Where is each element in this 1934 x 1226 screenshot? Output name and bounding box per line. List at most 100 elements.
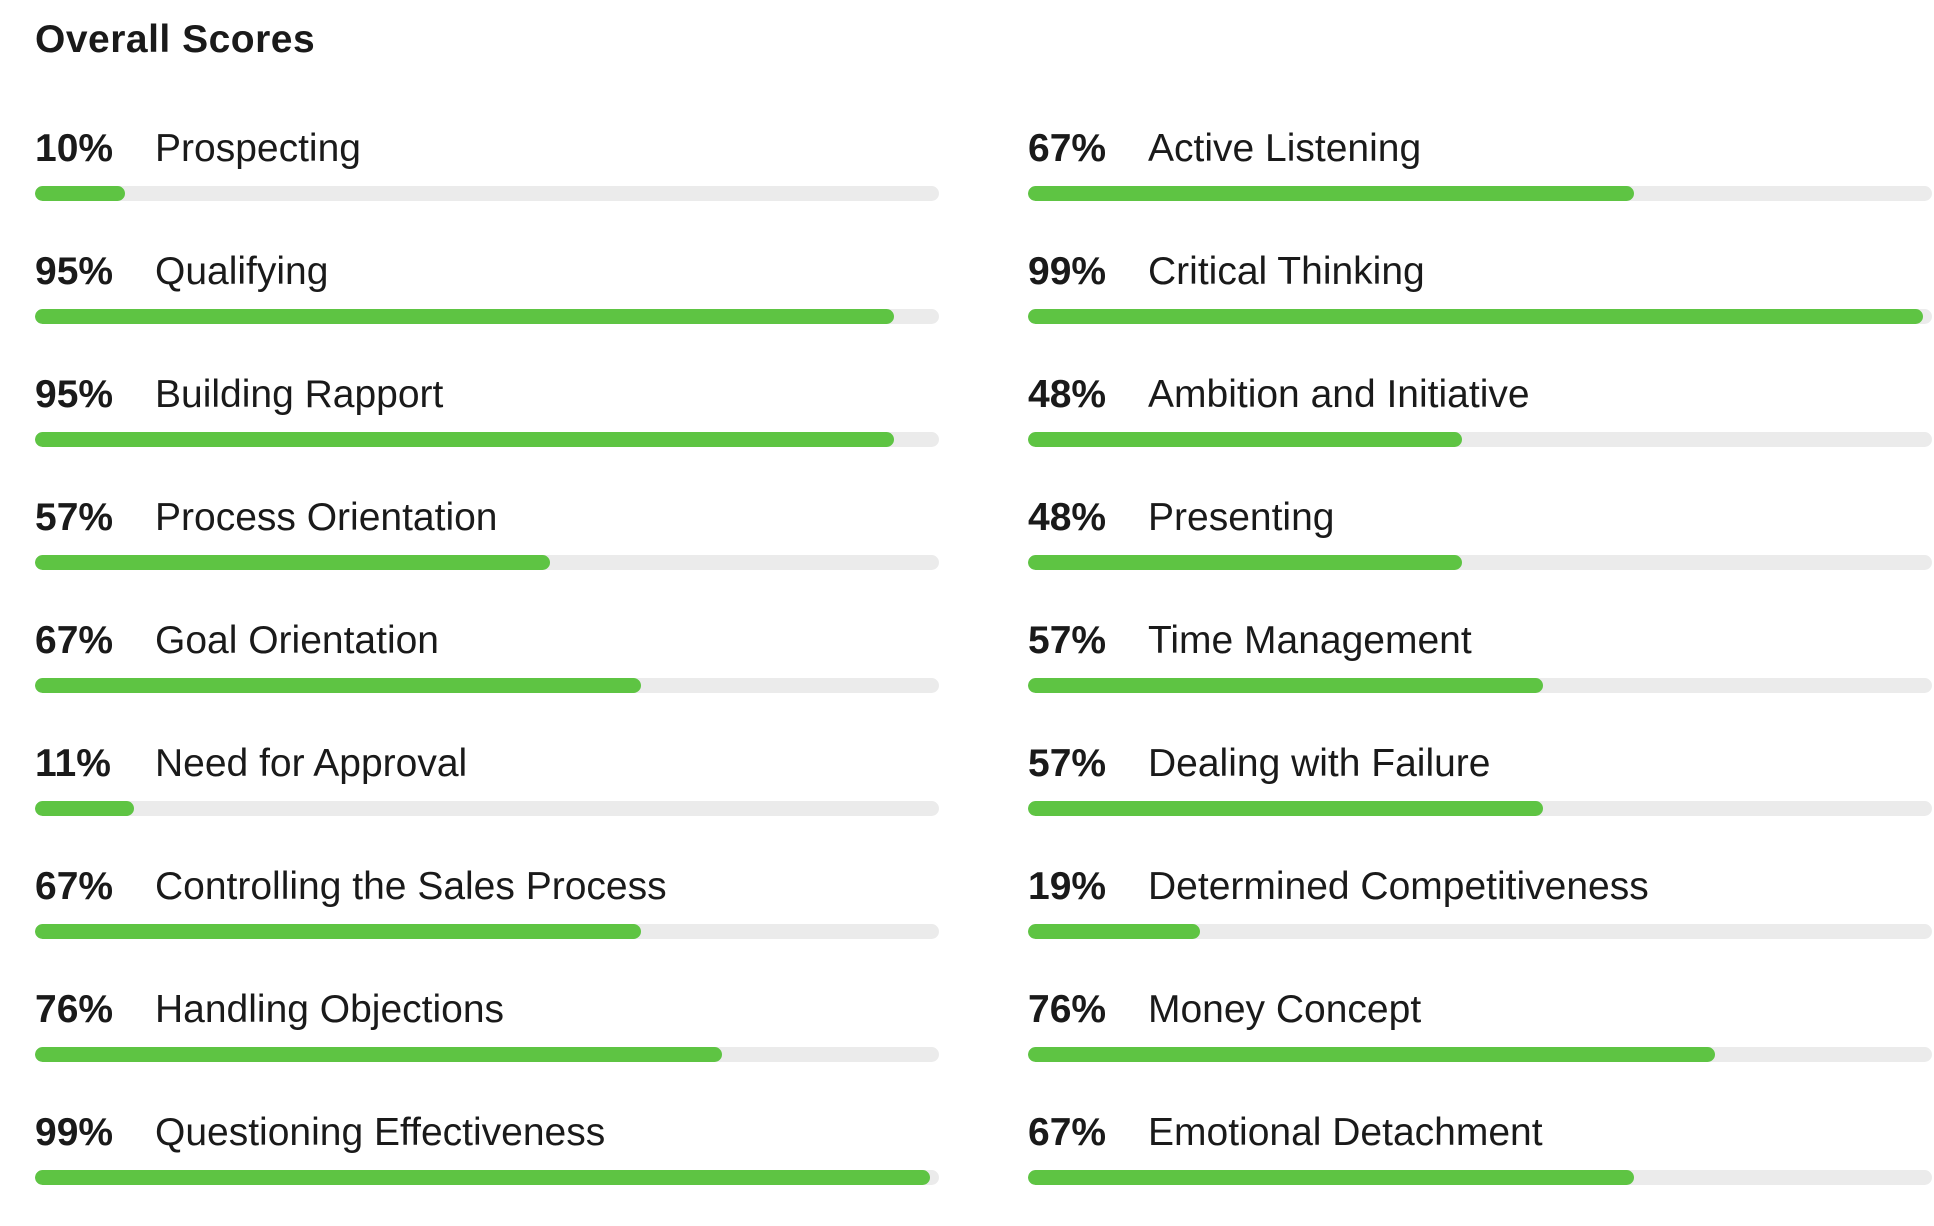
- score-item-critical-thinking: 99% Critical Thinking: [1028, 241, 1932, 364]
- page-title: Overall Scores: [35, 18, 316, 61]
- score-bar-track: [35, 1170, 939, 1185]
- score-header: 48% Presenting: [1028, 495, 1334, 541]
- score-header: 67% Active Listening: [1028, 126, 1421, 172]
- score-label: Presenting: [1148, 496, 1335, 539]
- score-label: Time Management: [1148, 619, 1472, 662]
- scores-grid: 10% Prospecting 67% Active Listening 95% Qual…: [35, 118, 1932, 1225]
- score-label: Dealing with Failure: [1148, 742, 1491, 785]
- score-item-money-concept: 76% Money Concept: [1028, 979, 1932, 1102]
- score-bar-track: [1028, 801, 1932, 816]
- score-percent: 11%: [35, 742, 111, 785]
- score-percent: 67%: [35, 865, 114, 908]
- score-header: 99% Critical Thinking: [1028, 249, 1425, 295]
- score-percent: 76%: [35, 988, 114, 1031]
- score-bar-fill: [35, 309, 894, 324]
- score-percent: 48%: [1028, 373, 1107, 416]
- score-label: Need for Approval: [155, 742, 468, 785]
- score-header: 95% Qualifying: [35, 249, 328, 295]
- score-item-ambition-and-initiative: 48% Ambition and Initiative: [1028, 364, 1932, 487]
- score-label: Controlling the Sales Process: [155, 865, 667, 908]
- score-header: 10% Prospecting: [35, 126, 361, 172]
- score-item-determined-competitiveness: 19% Determined Competitiveness: [1028, 856, 1932, 979]
- score-bar-track: [1028, 1047, 1932, 1062]
- score-item-presenting: 48% Presenting: [1028, 487, 1932, 610]
- score-percent: 67%: [1028, 127, 1107, 170]
- score-header: 19% Determined Competitiveness: [1028, 864, 1649, 910]
- score-bar-track: [1028, 555, 1932, 570]
- score-bar-fill: [1028, 432, 1462, 447]
- score-header: 67% Emotional Detachment: [1028, 1110, 1543, 1156]
- score-bar-fill: [1028, 309, 1923, 324]
- score-bar-fill: [35, 432, 894, 447]
- score-label: Prospecting: [155, 127, 361, 170]
- score-label: Goal Orientation: [155, 619, 439, 662]
- score-header: 67% Goal Orientation: [35, 618, 439, 664]
- score-bar-track: [35, 186, 939, 201]
- score-item-goal-orientation: 67% Goal Orientation: [35, 610, 939, 733]
- score-bar-fill: [35, 1170, 930, 1185]
- score-label: Qualifying: [155, 250, 329, 293]
- score-bar-fill: [1028, 1170, 1634, 1185]
- score-percent: 19%: [1028, 865, 1107, 908]
- score-bar-track: [35, 678, 939, 693]
- score-bar-fill: [1028, 801, 1544, 816]
- score-bar-track: [35, 432, 939, 447]
- score-item-time-management: 57% Time Management: [1028, 610, 1932, 733]
- score-label: Ambition and Initiative: [1148, 373, 1530, 416]
- score-header: 95% Building Rapport: [35, 372, 443, 418]
- score-percent: 48%: [1028, 496, 1107, 539]
- score-header: 76% Money Concept: [1028, 987, 1421, 1033]
- score-header: 11% Need for Approval: [35, 741, 467, 787]
- score-bar-fill: [35, 1047, 723, 1062]
- score-bar-fill: [1028, 555, 1462, 570]
- score-header: 99% Questioning Effectiveness: [35, 1110, 605, 1156]
- score-bar-track: [1028, 924, 1932, 939]
- score-item-emotional-detachment: 67% Emotional Detachment: [1028, 1102, 1932, 1225]
- score-header: 48% Ambition and Initiative: [1028, 372, 1530, 418]
- score-label: Process Orientation: [155, 496, 498, 539]
- score-bar-fill: [35, 186, 126, 201]
- score-label: Building Rapport: [155, 373, 444, 416]
- score-bar-track: [35, 801, 939, 816]
- score-label: Determined Competitiveness: [1148, 865, 1649, 908]
- score-bar-track: [1028, 186, 1932, 201]
- score-header: 76% Handling Objections: [35, 987, 504, 1033]
- score-bar-track: [1028, 432, 1932, 447]
- score-bar-track: [35, 1047, 939, 1062]
- score-percent: 95%: [35, 373, 114, 416]
- score-header: 57% Process Orientation: [35, 495, 498, 541]
- score-percent: 67%: [1028, 1111, 1107, 1154]
- score-bar-fill: [35, 678, 641, 693]
- score-bar-fill: [35, 555, 551, 570]
- score-bar-track: [1028, 309, 1932, 324]
- score-percent: 10%: [35, 127, 114, 170]
- score-bar-track: [1028, 678, 1932, 693]
- score-percent: 95%: [35, 250, 114, 293]
- score-bar-track: [1028, 1170, 1932, 1185]
- score-header: 67% Controlling the Sales Process: [35, 864, 667, 910]
- score-percent: 76%: [1028, 988, 1107, 1031]
- score-item-process-orientation: 57% Process Orientation: [35, 487, 939, 610]
- score-percent: 57%: [1028, 619, 1107, 662]
- score-bar-fill: [1028, 186, 1634, 201]
- score-bar-fill: [1028, 1047, 1716, 1062]
- score-item-handling-objections: 76% Handling Objections: [35, 979, 939, 1102]
- score-label: Emotional Detachment: [1148, 1111, 1543, 1154]
- score-bar-track: [35, 555, 939, 570]
- score-item-dealing-with-failure: 57% Dealing with Failure: [1028, 733, 1932, 856]
- score-item-building-rapport: 95% Building Rapport: [35, 364, 939, 487]
- score-item-questioning-effectiveness: 99% Questioning Effectiveness: [35, 1102, 939, 1225]
- score-percent: 57%: [35, 496, 114, 539]
- score-bar-track: [35, 924, 939, 939]
- score-label: Handling Objections: [155, 988, 505, 1031]
- score-percent: 99%: [35, 1111, 114, 1154]
- score-label: Money Concept: [1148, 988, 1422, 1031]
- score-label: Critical Thinking: [1148, 250, 1425, 293]
- score-bar-fill: [35, 801, 135, 816]
- score-bar-fill: [1028, 924, 1200, 939]
- score-header: 57% Dealing with Failure: [1028, 741, 1491, 787]
- score-header: 57% Time Management: [1028, 618, 1472, 664]
- score-label: Questioning Effectiveness: [155, 1111, 606, 1154]
- score-item-active-listening: 67% Active Listening: [1028, 118, 1932, 241]
- score-bar-track: [35, 309, 939, 324]
